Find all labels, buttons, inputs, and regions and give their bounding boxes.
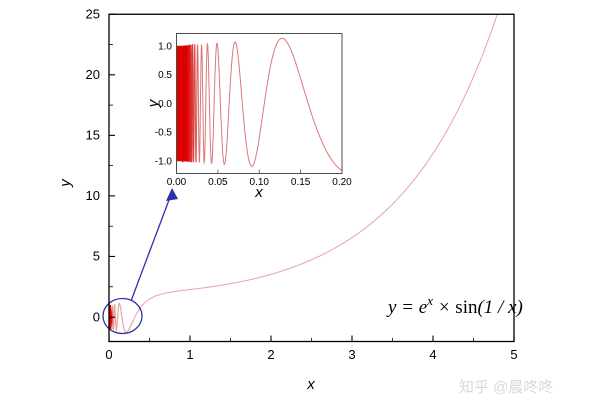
svg-text:0.20: 0.20 xyxy=(332,177,352,188)
svg-text:0.00: 0.00 xyxy=(167,177,187,188)
svg-text:25: 25 xyxy=(86,7,100,22)
svg-text:y: y xyxy=(57,178,74,188)
svg-text:5: 5 xyxy=(93,249,100,264)
svg-text:y = ex × sin(1 / x): y = ex × sin(1 / x) xyxy=(386,293,523,318)
svg-text:0: 0 xyxy=(105,347,112,362)
svg-text:2: 2 xyxy=(267,347,274,362)
svg-text:0.5: 0.5 xyxy=(158,70,172,81)
svg-text:5: 5 xyxy=(510,347,517,362)
svg-text:10: 10 xyxy=(86,188,100,203)
svg-text:0.15: 0.15 xyxy=(291,177,311,188)
svg-text:15: 15 xyxy=(86,128,100,143)
svg-text:0: 0 xyxy=(93,310,100,325)
svg-text:知乎 @晨咚咚: 知乎 @晨咚咚 xyxy=(459,379,553,396)
svg-text:-1.0: -1.0 xyxy=(155,156,173,167)
svg-text:1.0: 1.0 xyxy=(158,42,172,53)
svg-text:x: x xyxy=(306,376,315,393)
svg-text:1: 1 xyxy=(186,347,193,362)
svg-text:3: 3 xyxy=(348,347,355,362)
svg-text:4: 4 xyxy=(429,347,436,362)
svg-text:0.05: 0.05 xyxy=(208,177,228,188)
svg-text:-0.5: -0.5 xyxy=(155,128,173,139)
svg-text:20: 20 xyxy=(86,67,100,82)
svg-text:x: x xyxy=(254,184,263,201)
